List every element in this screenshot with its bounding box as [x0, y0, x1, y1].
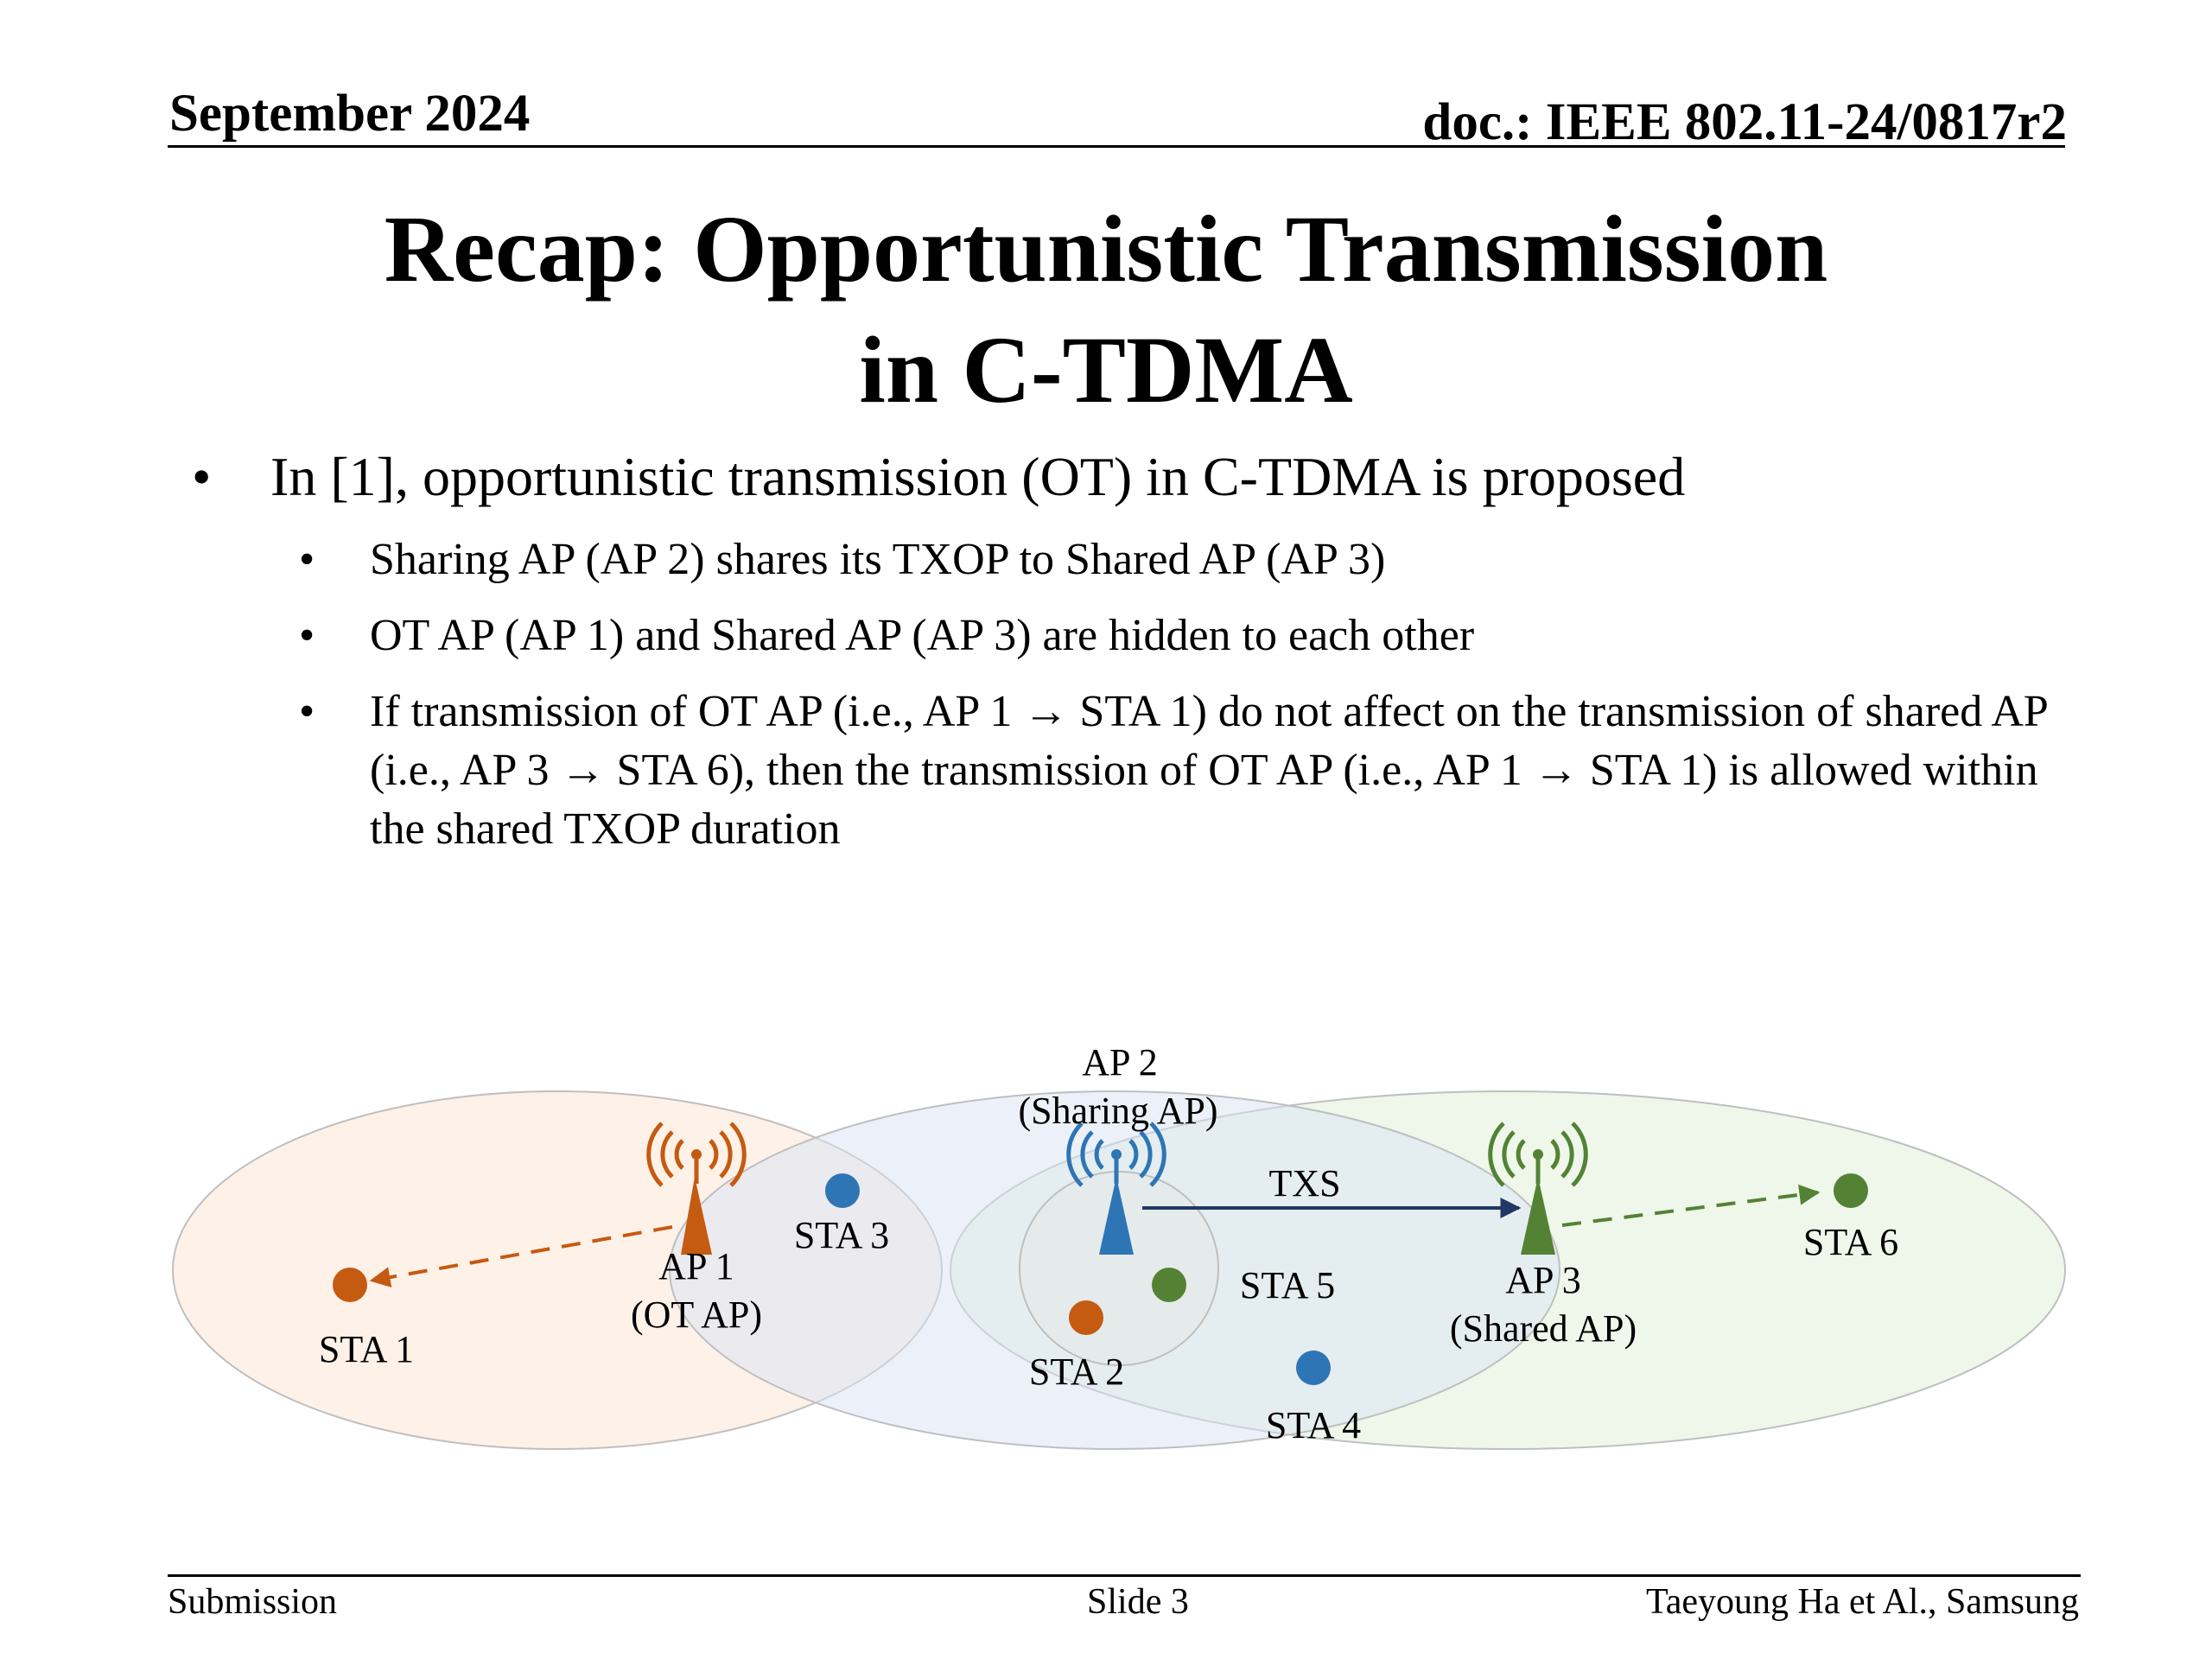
- ap3-label: AP 3: [1505, 1259, 1581, 1301]
- sta5-dot: [1152, 1268, 1186, 1302]
- sub-bullet-2: OT AP (AP 1) and Shared AP (AP 3) are hi…: [370, 611, 1475, 660]
- sub-bullet-marker: •: [299, 611, 315, 660]
- slide-title-line1: Recap: Opportunistic Transmission: [384, 196, 1828, 302]
- sta5-label: STA 5: [1240, 1264, 1335, 1306]
- sta4-label: STA 4: [1266, 1404, 1361, 1446]
- sub-bullet-marker: •: [299, 687, 315, 736]
- sta1-label: STA 1: [319, 1328, 414, 1370]
- ap2-antenna-icon: [1066, 1122, 1166, 1255]
- shared-transmission-arrow: [1561, 1184, 1821, 1227]
- sta4-dot: [1296, 1351, 1331, 1385]
- sta3-label: STA 3: [794, 1214, 889, 1256]
- sub-bullet-3: If transmission of OT AP (i.e., AP 1 → S…: [370, 687, 2047, 854]
- ap2-role-label: (Sharing AP): [1019, 1090, 1218, 1132]
- header-doc-id: doc.: IEEE 802.11-24/0817r2: [1422, 93, 2067, 151]
- footer-author: Taeyoung Ha et Al., Samsung: [1646, 1582, 2079, 1622]
- sta1-dot: [333, 1268, 367, 1302]
- header-date: September 2024: [169, 85, 531, 143]
- bullet-marker: •: [192, 446, 212, 507]
- sta3-dot: [825, 1173, 860, 1208]
- footer-submission: Submission: [168, 1582, 338, 1622]
- ap1-antenna-icon: [646, 1122, 747, 1255]
- bullet-main: In [1], opportunistic transmission (OT) …: [270, 446, 1686, 507]
- sub-bullet-marker: •: [299, 535, 315, 584]
- ap1-label: AP 1: [658, 1245, 734, 1287]
- footer-slide-number: Slide 3: [1087, 1582, 1189, 1622]
- sub-bullet-1: Sharing AP (AP 2) shares its TXOP to Sha…: [370, 535, 1386, 584]
- sta6-dot: [1834, 1173, 1868, 1208]
- sta6-label: STA 6: [1803, 1221, 1898, 1263]
- sta2-label: STA 2: [1029, 1351, 1124, 1393]
- header-rule: [168, 145, 2065, 148]
- ap1-role-label: (OT AP): [631, 1294, 762, 1336]
- coverage-ap2: [669, 1090, 1560, 1450]
- ap2-label: AP 2: [1082, 1041, 1158, 1084]
- ot-transmission-arrow: [369, 1225, 673, 1288]
- footer-rule: [168, 1574, 2081, 1577]
- ap3-antenna-icon: [1488, 1122, 1588, 1255]
- ap3-role-label: (Shared AP): [1450, 1307, 1637, 1350]
- slide-title: Recap: Opportunistic Transmission in C-T…: [0, 188, 2212, 430]
- txs-label: TXS: [1268, 1162, 1340, 1205]
- slide-title-line2: in C-TDMA: [859, 317, 1353, 423]
- sta2-dot: [1069, 1300, 1103, 1335]
